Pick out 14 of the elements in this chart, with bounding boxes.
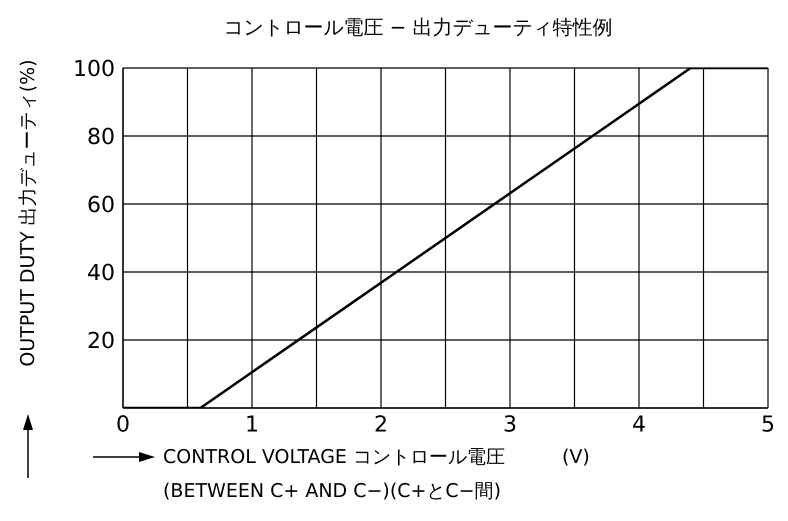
x-tick-label: 5	[761, 412, 775, 438]
x-tick-label: 2	[374, 412, 388, 438]
y-tick-label: 80	[87, 124, 115, 150]
x-axis-title: CONTROL VOLTAGE コントロール電圧 (V) (BETWEEN C+ AND C−)(C+とC−間)	[163, 446, 590, 502]
y-tick-label: 60	[87, 192, 115, 218]
y-tick-label: 100	[73, 56, 115, 82]
x-tick-label: 3	[503, 412, 517, 438]
y-axis-title: OUTPUT DUTY 出力デューティ(%)	[17, 59, 39, 367]
x-tick-label: 1	[245, 412, 259, 438]
y-tick-label: 40	[87, 260, 115, 286]
x-tick-label: 0	[116, 412, 130, 438]
y-tick-label: 20	[87, 328, 115, 354]
chart-title: コントロール電圧 − 出力デューティ特性例	[223, 15, 613, 39]
x-tick-label: 4	[632, 412, 646, 438]
